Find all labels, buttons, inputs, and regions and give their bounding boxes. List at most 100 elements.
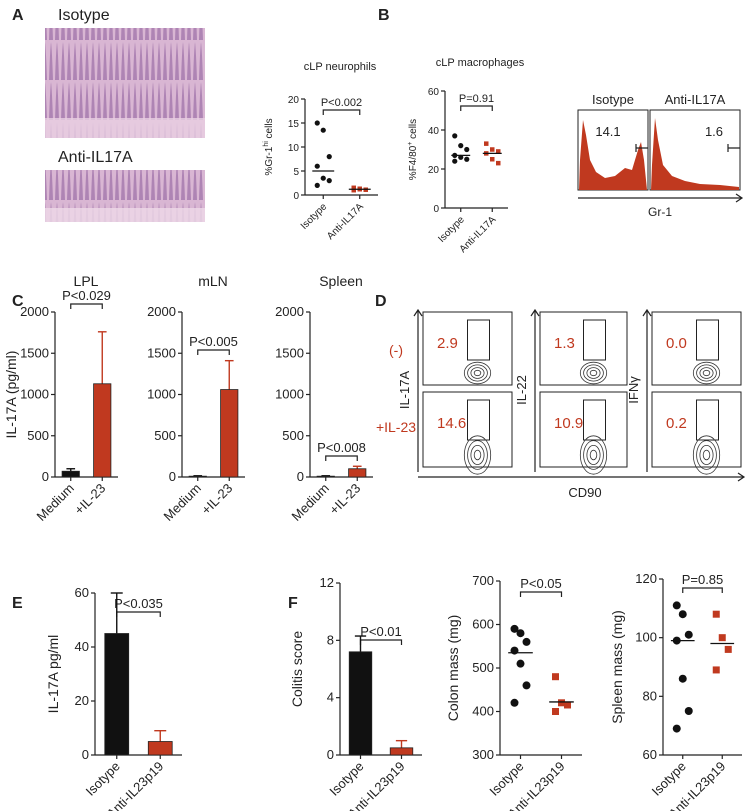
y-tick-label: 20 bbox=[75, 693, 89, 708]
dot bbox=[484, 141, 489, 146]
dot bbox=[552, 673, 559, 681]
y-tick-label: 20 bbox=[288, 95, 300, 106]
y-tick-label: 1500 bbox=[275, 345, 304, 360]
dot bbox=[516, 659, 525, 668]
dot bbox=[712, 666, 720, 674]
contour bbox=[702, 449, 711, 461]
dot bbox=[522, 637, 531, 646]
bar bbox=[93, 383, 112, 478]
panel-label: D bbox=[375, 293, 387, 310]
dot bbox=[672, 724, 681, 733]
annotation: P=0.85 bbox=[682, 572, 724, 587]
bar bbox=[61, 470, 80, 478]
y-tick-label: 500 bbox=[282, 428, 304, 443]
dot bbox=[672, 601, 681, 610]
gate-value: 2.9 bbox=[437, 335, 458, 352]
annotation: P<0.005 bbox=[189, 334, 238, 349]
y-tick-label: 60 bbox=[643, 747, 657, 762]
contour bbox=[583, 364, 604, 382]
x-tick-label: Isotype bbox=[299, 201, 330, 232]
gate bbox=[696, 399, 719, 441]
contour bbox=[696, 440, 717, 470]
contour bbox=[692, 435, 721, 475]
dot bbox=[516, 629, 525, 638]
histology-muscle bbox=[45, 208, 205, 222]
bar bbox=[104, 633, 130, 756]
chart-title: cLP neurophils bbox=[304, 61, 377, 73]
y-tick-label: 20 bbox=[428, 165, 440, 176]
y-axis-label: Spleen mass (mg) bbox=[609, 610, 625, 724]
y-axis-label-part: cells bbox=[264, 118, 275, 141]
y-axis-label: %Gr-1hi cells bbox=[263, 118, 275, 175]
dot bbox=[510, 698, 519, 707]
bracket bbox=[460, 105, 493, 111]
gate bbox=[583, 399, 606, 441]
dot bbox=[452, 158, 458, 164]
contour bbox=[586, 367, 601, 379]
contour bbox=[579, 435, 608, 475]
y-tick-label: 400 bbox=[472, 704, 494, 719]
y-axis-label: Colon mass (mg) bbox=[445, 615, 461, 722]
gate-value: 14.6 bbox=[437, 415, 466, 432]
contour bbox=[463, 361, 492, 385]
dot bbox=[490, 157, 495, 162]
gate-value: 0.0 bbox=[666, 335, 687, 352]
bracket bbox=[682, 587, 723, 593]
y-tick-label: 10 bbox=[288, 143, 300, 154]
y-axis-label-part: cells bbox=[408, 119, 419, 142]
flow-frame bbox=[539, 311, 628, 386]
row-label: +IL-23 bbox=[376, 419, 416, 435]
y-tick-label: 500 bbox=[154, 428, 176, 443]
x-tick-label: Medium bbox=[34, 481, 77, 524]
dot bbox=[496, 160, 501, 166]
y-tick-label: 12 bbox=[320, 575, 334, 590]
annotation: P<0.01 bbox=[360, 624, 402, 639]
histology-label: Anti-IL17A bbox=[58, 149, 133, 166]
bar bbox=[348, 651, 373, 756]
contour bbox=[589, 449, 598, 461]
annotation: P=0.91 bbox=[459, 93, 494, 105]
bracket bbox=[322, 109, 361, 115]
y-axis-label-part: + bbox=[407, 142, 414, 146]
chart-title: mLN bbox=[198, 273, 228, 289]
bracket bbox=[116, 611, 161, 617]
contour bbox=[473, 369, 482, 377]
y-axis-label: IL-17A pg/ml bbox=[45, 635, 61, 714]
y-tick-label: 300 bbox=[472, 747, 494, 762]
gate-value: 14.1 bbox=[595, 124, 620, 139]
annotation: P<0.035 bbox=[114, 596, 163, 611]
panel-label: E bbox=[12, 595, 23, 612]
dot bbox=[320, 127, 326, 133]
flow-frame bbox=[651, 311, 742, 386]
gate bbox=[467, 399, 490, 441]
y-tick-label: 700 bbox=[472, 573, 494, 588]
x-tick-label: Medium bbox=[289, 481, 332, 524]
x-tick-label: +IL-23 bbox=[326, 481, 363, 518]
y-tick-label: 120 bbox=[635, 571, 657, 586]
annotation: P<0.05 bbox=[520, 576, 562, 591]
contour bbox=[579, 361, 608, 385]
dot bbox=[351, 187, 356, 193]
contour bbox=[473, 449, 482, 461]
y-tick-label: 100 bbox=[635, 630, 657, 645]
y-axis-label: IL-17A (pg/ml) bbox=[3, 351, 19, 439]
dot bbox=[452, 133, 458, 139]
dot bbox=[314, 120, 320, 126]
flow-histogram bbox=[651, 118, 739, 190]
y-tick-label: 5 bbox=[293, 167, 299, 178]
dot bbox=[718, 634, 726, 642]
y-tick-label: 0 bbox=[433, 204, 439, 215]
x-tick-label: Isotype bbox=[83, 759, 123, 799]
dot bbox=[510, 624, 519, 633]
contour bbox=[589, 369, 598, 377]
contour bbox=[696, 364, 717, 382]
dot bbox=[464, 146, 470, 153]
y-tick-label: 500 bbox=[27, 428, 49, 443]
y-tick-label: 80 bbox=[643, 688, 657, 703]
gate-bar bbox=[635, 144, 648, 152]
bracket bbox=[359, 639, 403, 645]
y-tick-label: 1000 bbox=[275, 387, 304, 402]
annotation: P<0.008 bbox=[317, 440, 366, 455]
bar bbox=[188, 475, 207, 478]
y-tick-label: 1000 bbox=[20, 387, 49, 402]
